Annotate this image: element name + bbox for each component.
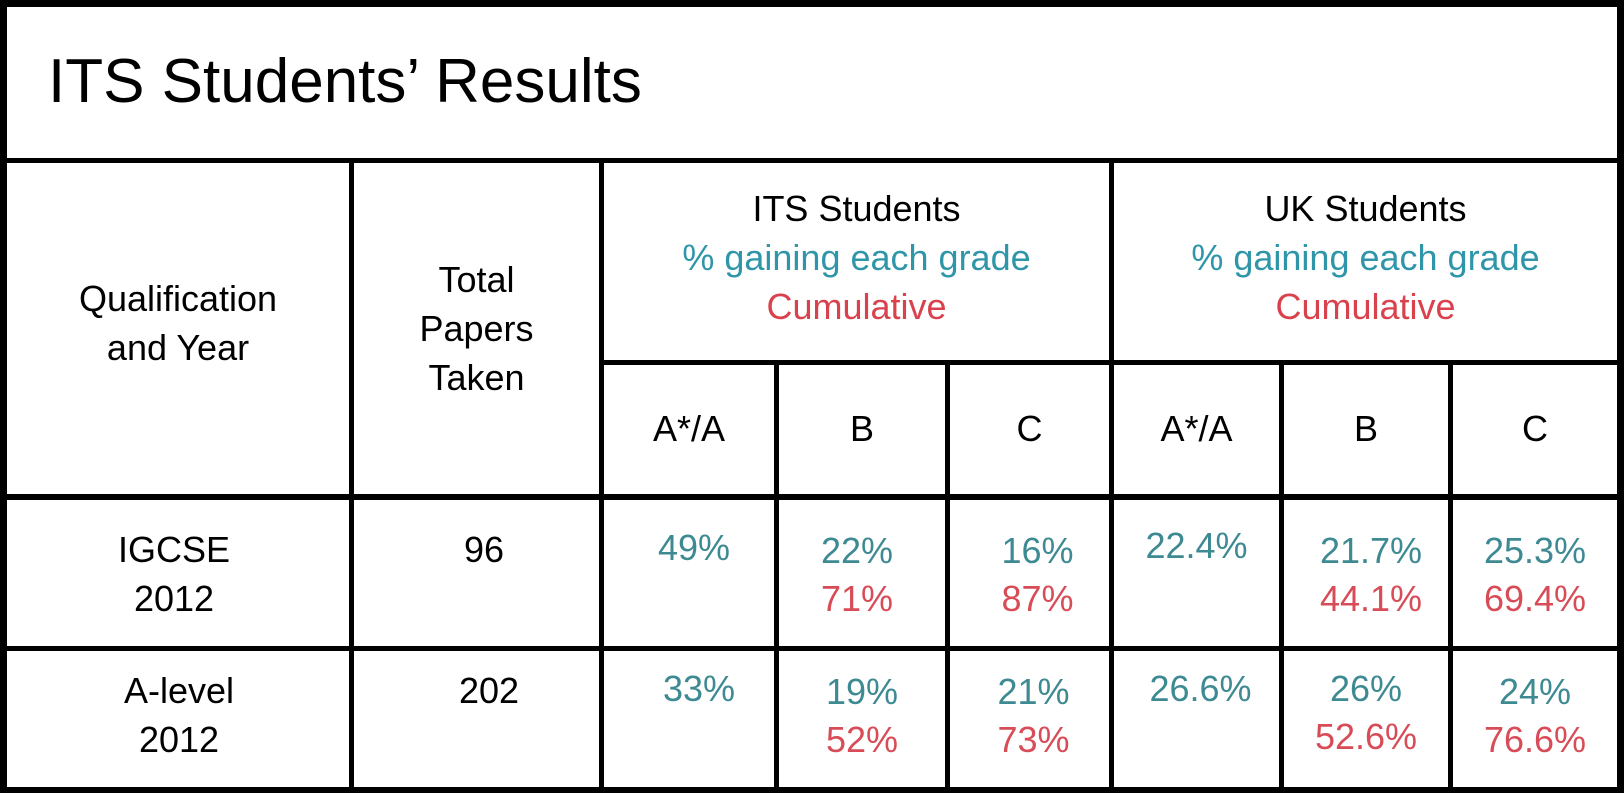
header-total-line1: Total xyxy=(438,259,515,300)
grade-header-uk-b: B xyxy=(1353,408,1378,449)
row-alevel-its-b-cum: 52% xyxy=(825,719,899,760)
row-igcse-uk-c-cum: 69.4% xyxy=(1483,578,1587,619)
row-alevel-its-a: 33% xyxy=(662,668,736,709)
row-alevel-its-c: 21% 73% xyxy=(950,668,1117,764)
row-alevel-uk-c: 24% 76.6% xyxy=(1453,668,1617,764)
header-uk-cumulative: Cumulative xyxy=(1275,286,1456,327)
col-rule-6 xyxy=(1279,362,1284,793)
row-alevel-uk-c-pct: 24% xyxy=(1498,671,1572,712)
row-alevel-its-b: 19% 52% xyxy=(779,668,945,764)
row-igcse-its-b: 22% 71% xyxy=(779,527,935,623)
row-igcse-its-c-cum: 87% xyxy=(1001,578,1074,619)
grade-header-its-a: A*/A xyxy=(652,408,726,449)
row-igcse-its-c-pct: 16% xyxy=(1001,530,1074,571)
row-igcse-uk-b-pct: 21.7% xyxy=(1319,530,1423,571)
row-igcse-uk-c-pct: 25.3% xyxy=(1483,530,1587,571)
row-igcse-uk-a: 22.4% xyxy=(1145,525,1248,566)
rule-title xyxy=(0,158,1624,163)
row-alevel-uk-b-cum: 52.6% xyxy=(1314,716,1418,757)
header-qualification-line1: Qualification xyxy=(78,278,278,319)
row-igcse-uk-c: 25.3% 69.4% xyxy=(1453,527,1617,623)
rule-header-bottom xyxy=(0,494,1624,500)
row-igcse-qual-line2: 2012 xyxy=(133,578,215,619)
col-rule-4 xyxy=(945,362,950,793)
header-uk-group: UK Students % gaining each grade Cumulat… xyxy=(1114,184,1617,331)
grade-header-its-b: B xyxy=(849,408,874,449)
col-rule-2 xyxy=(599,160,604,793)
header-total-papers: Total Papers Taken xyxy=(354,255,599,402)
header-total-line3: Taken xyxy=(428,357,525,398)
row-alevel-uk-c-cum: 76.6% xyxy=(1483,719,1587,760)
row-igcse-uk-b: 21.7% 44.1% xyxy=(1284,527,1458,623)
grade-header-uk-a: A*/A xyxy=(1160,408,1233,449)
row-alevel-its-c-pct: 21% xyxy=(997,671,1070,712)
row-igcse-its-a: 49% xyxy=(657,527,731,568)
border-bottom xyxy=(0,787,1624,793)
row-alevel-qual-line2: 2012 xyxy=(138,719,220,760)
header-its-name: ITS Students xyxy=(752,188,961,229)
row-alevel-uk-b: 26% 52.6% xyxy=(1284,665,1448,761)
row-igcse-its-b-pct: 22% xyxy=(820,530,894,571)
border-left xyxy=(0,0,7,793)
header-qualification: Qualification and Year xyxy=(7,274,349,372)
row-alevel-its-b-pct: 19% xyxy=(825,671,899,712)
header-its-group: ITS Students % gaining each grade Cumula… xyxy=(604,184,1109,331)
page-title: ITS Students’ Results xyxy=(48,47,642,116)
border-top xyxy=(0,0,1624,7)
col-rule-7 xyxy=(1448,362,1453,793)
rule-row-1 xyxy=(0,646,1624,651)
col-rule-1 xyxy=(349,160,354,793)
row-igcse-qual-line1: IGCSE xyxy=(117,529,231,570)
grade-header-its-c: C xyxy=(1016,408,1043,449)
header-its-cumulative: Cumulative xyxy=(766,286,947,327)
border-right xyxy=(1617,0,1624,793)
row-alevel-qualification: A-level 2012 xyxy=(7,666,351,764)
grade-header-uk-c: C xyxy=(1522,408,1548,449)
header-its-sub: % gaining each grade xyxy=(682,237,1031,278)
header-total-line2: Papers xyxy=(419,308,534,349)
row-igcse-total: 96 xyxy=(463,529,505,570)
row-igcse-its-c: 16% 87% xyxy=(950,527,1125,623)
row-alevel-uk-b-pct: 26% xyxy=(1329,668,1403,709)
col-rule-3 xyxy=(774,362,779,793)
row-alevel-qual-line1: A-level xyxy=(123,670,235,711)
row-igcse-qualification: IGCSE 2012 xyxy=(7,525,341,623)
row-alevel-its-c-cum: 73% xyxy=(997,719,1070,760)
row-alevel-uk-a: 26.6% xyxy=(1149,668,1252,709)
row-igcse-uk-b-cum: 44.1% xyxy=(1319,578,1423,619)
header-uk-name: UK Students xyxy=(1264,188,1467,229)
header-qualification-line2: and Year xyxy=(106,327,250,368)
header-uk-sub: % gaining each grade xyxy=(1191,237,1540,278)
row-igcse-its-b-cum: 71% xyxy=(820,578,894,619)
col-rule-5 xyxy=(1109,158,1114,793)
row-alevel-total: 202 xyxy=(458,670,520,711)
